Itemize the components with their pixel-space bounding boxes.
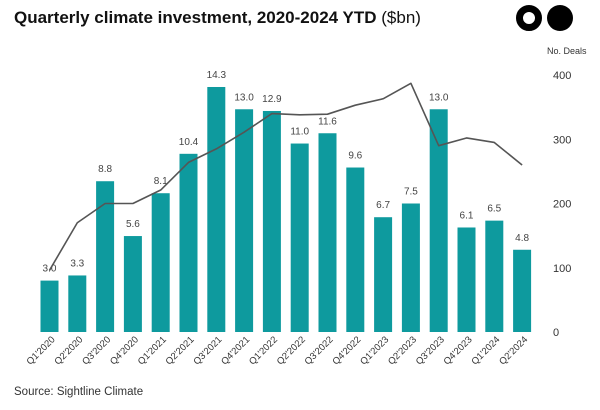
bar-value-label: 13.0 [429,92,449,103]
x-tick-label: Q1'2023 [358,334,391,367]
bar-value-label: 7.5 [404,187,418,198]
x-tick-label: Q4'2021 [219,334,252,367]
bar-value-label: 5.6 [126,219,140,230]
x-tick-label: Q3'2021 [191,334,224,367]
y-right-tick-label: 200 [553,199,571,211]
x-tick-label: Q1'2020 [25,334,58,367]
x-tick-label: Q2'2023 [386,334,419,367]
bar [235,109,254,333]
bar-value-label: 6.7 [376,200,390,211]
deals-line [48,82,523,271]
title-unit: ($bn) [381,8,421,27]
x-tick-label: Q1'2021 [136,334,169,367]
logo [516,5,573,31]
bar [207,86,226,332]
dot-icon [547,5,573,31]
bar-value-label: 12.9 [262,94,282,105]
bar-value-label: 6.5 [487,204,501,215]
x-tick-label: Q2'2020 [52,334,85,367]
source-note: Source: Sightline Climate [14,386,144,398]
x-tick-label: Q3'2023 [414,334,447,367]
bar-value-label: 3.3 [70,258,84,269]
bar-value-label: 11.0 [290,127,309,138]
x-tick-label: Q2'2021 [164,334,197,367]
bar [68,275,87,332]
bar [457,227,476,332]
y-right-tick-label: 100 [553,263,571,275]
bar [346,167,365,332]
x-tick-label: Q4'2023 [442,334,475,367]
bar-value-label: 6.1 [460,210,474,221]
x-tick-label: Q3'2022 [303,334,336,367]
y-right-tick-label: 0 [553,327,559,339]
x-tick-label: Q4'2022 [330,334,363,367]
chart-title: Quarterly climate investment, 2020-2024 … [14,8,421,28]
bar [262,110,281,332]
x-tick-label: Q1'2024 [469,334,502,367]
x-tick-label: Q4'2020 [108,334,141,367]
x-tick-label: Q2'2024 [497,334,530,367]
bar-value-label: 8.1 [154,176,168,187]
bar-value-label: 10.4 [179,137,199,148]
bar [429,109,448,333]
title-text: Quarterly climate investment, 2020-2024 … [14,8,377,27]
bar [151,193,170,332]
bar-value-label: 9.6 [348,151,362,162]
x-tick-label: Q2'2022 [275,334,308,367]
bar [40,280,59,332]
bar [290,143,309,332]
x-tick-label: Q1'2022 [247,334,280,367]
bar [179,153,198,332]
bar-value-label: 4.8 [515,233,529,244]
bar-value-label: 8.8 [98,164,112,175]
bar-value-label: 11.6 [318,116,337,127]
x-tick-label: Q3'2020 [80,334,113,367]
y-right-axis-label: No. Deals [547,46,587,56]
bar [96,181,115,332]
bar [485,220,504,332]
y-right-tick-label: 300 [553,134,571,146]
bar [318,133,337,332]
ring-icon [516,5,542,31]
bar [374,217,393,332]
bar [513,249,532,332]
y-right-tick-label: 400 [553,70,571,82]
bar [123,236,142,332]
bar [401,203,420,332]
bar-value-label: 13.0 [234,92,254,103]
bar-value-label: 14.3 [207,70,227,81]
